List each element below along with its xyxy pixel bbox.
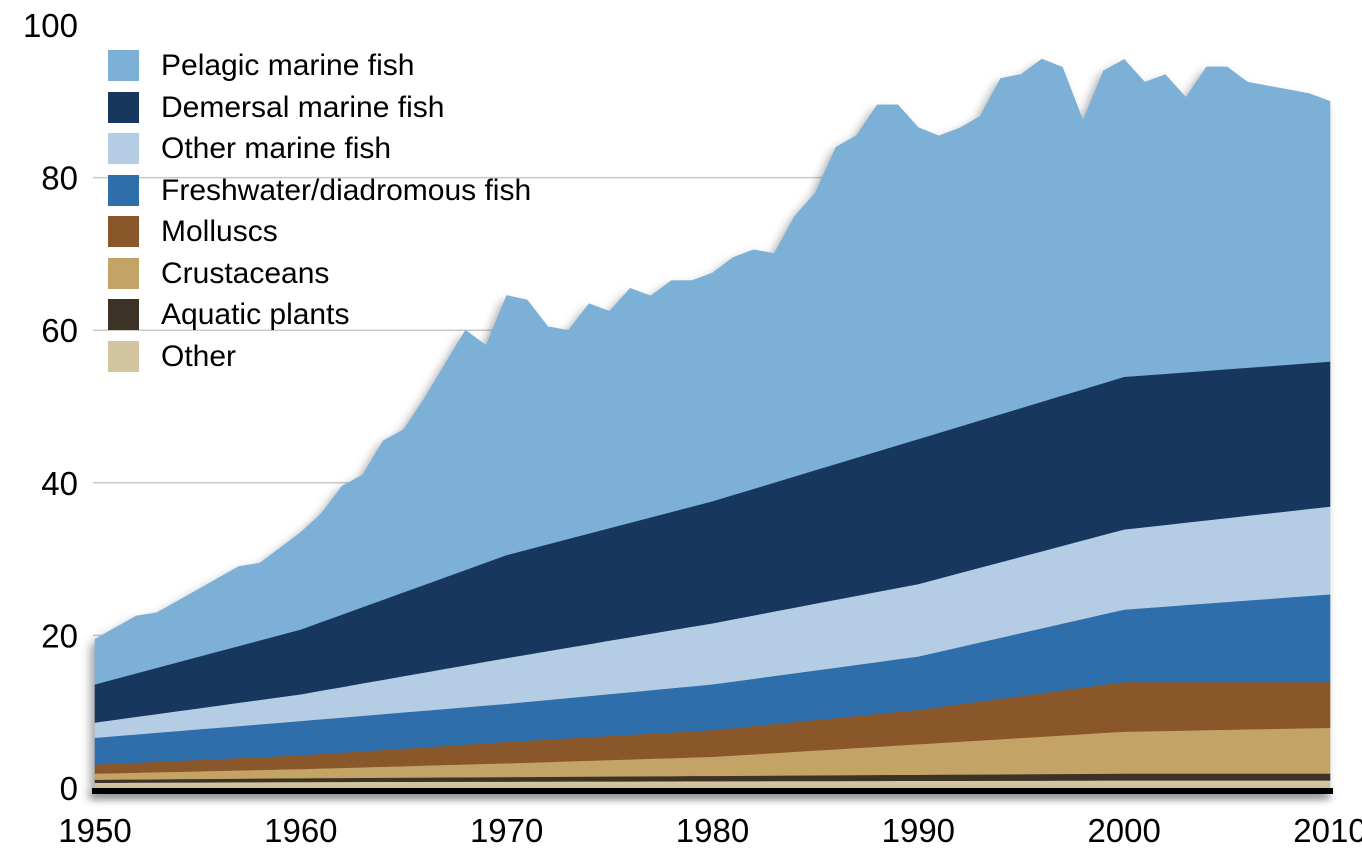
legend-swatch-molluscs (108, 216, 139, 248)
x-axis-label-1950: 1950 (58, 812, 131, 849)
legend-label-other-marine-fish: Other marine fish (161, 132, 392, 165)
legend-label-demersal-marine-fish: Demersal marine fish (161, 90, 445, 124)
legend-label-aquatic-plants: Aquatic plants (161, 298, 350, 331)
legend-item-aquatic-plants: Aquatic plants (108, 299, 531, 331)
legend-swatch-aquatic-plants (108, 299, 139, 331)
x-axis-label-2000: 2000 (1087, 812, 1160, 849)
x-axis-label-2010: 2010 (1293, 812, 1362, 849)
legend-swatch-other (108, 340, 139, 372)
y-axis-label-20: 20 (41, 617, 78, 654)
legend-label-crustaceans: Crustaceans (161, 256, 330, 290)
legend-swatch-other-marine-fish (108, 133, 139, 165)
legend-item-crustaceans: Crustaceans (108, 256, 531, 290)
y-axis-label-60: 60 (41, 312, 78, 349)
y-axis-label-80: 80 (41, 160, 78, 197)
legend-item-pelagic-marine-fish: Pelagic marine fish (108, 50, 531, 82)
legend-label-other: Other (161, 339, 237, 373)
x-axis-label-1970: 1970 (470, 812, 543, 849)
x-axis-label-1980: 1980 (676, 812, 749, 849)
legend-swatch-pelagic-marine-fish (108, 50, 139, 82)
x-axis-label-1960: 1960 (264, 812, 337, 849)
legend-label-freshwater-diadromous-fish: Freshwater/diadromous fish (161, 173, 532, 207)
legend-label-molluscs: Molluscs (161, 215, 278, 248)
legend-item-other: Other (108, 339, 531, 373)
y-axis-label-0: 0 (60, 770, 78, 807)
x-axis-label-1990: 1990 (882, 812, 955, 849)
legend-swatch-demersal-marine-fish (108, 91, 139, 123)
legend-item-other-marine-fish: Other marine fish (108, 133, 531, 165)
legend-item-molluscs: Molluscs (108, 216, 531, 248)
y-axis-label-100: 100 (23, 7, 78, 44)
legend-swatch-crustaceans (108, 257, 139, 289)
legend-item-freshwater-diadromous-fish: Freshwater/diadromous fish (108, 173, 532, 207)
y-axis-label-40: 40 (41, 465, 78, 502)
legend-swatch-freshwater-diadromous-fish (108, 174, 139, 206)
chart-legend: Pelagic marine fish Demersal marine fish O… (108, 50, 531, 372)
area-series-group (94, 58, 1331, 789)
legend-label-pelagic-marine-fish: Pelagic marine fish (161, 49, 415, 82)
legend-item-demersal-marine-fish: Demersal marine fish (108, 90, 531, 124)
area-pelagic-marine-fish (94, 58, 1331, 685)
